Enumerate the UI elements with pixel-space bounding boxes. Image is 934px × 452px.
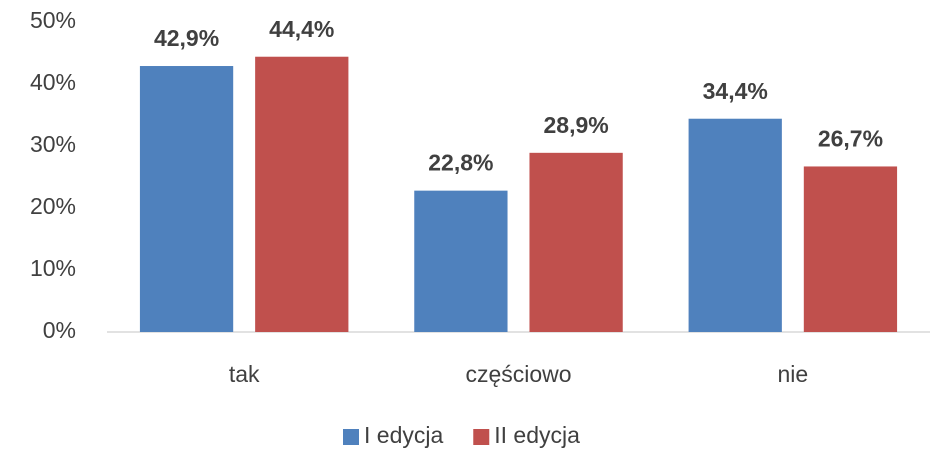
x-tick-label: częściowo: [465, 361, 571, 387]
bar: [139, 66, 234, 333]
bar: [414, 190, 508, 332]
bar: [688, 118, 782, 332]
y-tick-label: 20%: [30, 193, 76, 219]
y-tick-label: 30%: [30, 131, 76, 157]
bar: [255, 56, 349, 332]
legend-label: I edycja: [364, 422, 443, 448]
y-tick-label: 40%: [30, 69, 76, 95]
bar: [803, 166, 898, 332]
value-label: 28,9%: [544, 112, 609, 138]
bar: [529, 152, 623, 332]
y-tick-label: 0%: [43, 317, 76, 343]
value-label: 26,7%: [818, 126, 883, 152]
legend-swatch: [473, 429, 490, 445]
value-label: 22,8%: [428, 150, 493, 176]
legend-swatch: [343, 429, 359, 445]
x-tick-label: nie: [777, 361, 808, 387]
y-tick-label: 50%: [30, 7, 76, 33]
legend-label: II edycja: [494, 422, 580, 448]
value-label: 34,4%: [703, 78, 768, 104]
y-tick-label: 10%: [30, 255, 76, 281]
value-label: 42,9%: [154, 25, 219, 51]
x-tick-label: tak: [229, 361, 260, 387]
value-label: 44,4%: [269, 16, 334, 42]
